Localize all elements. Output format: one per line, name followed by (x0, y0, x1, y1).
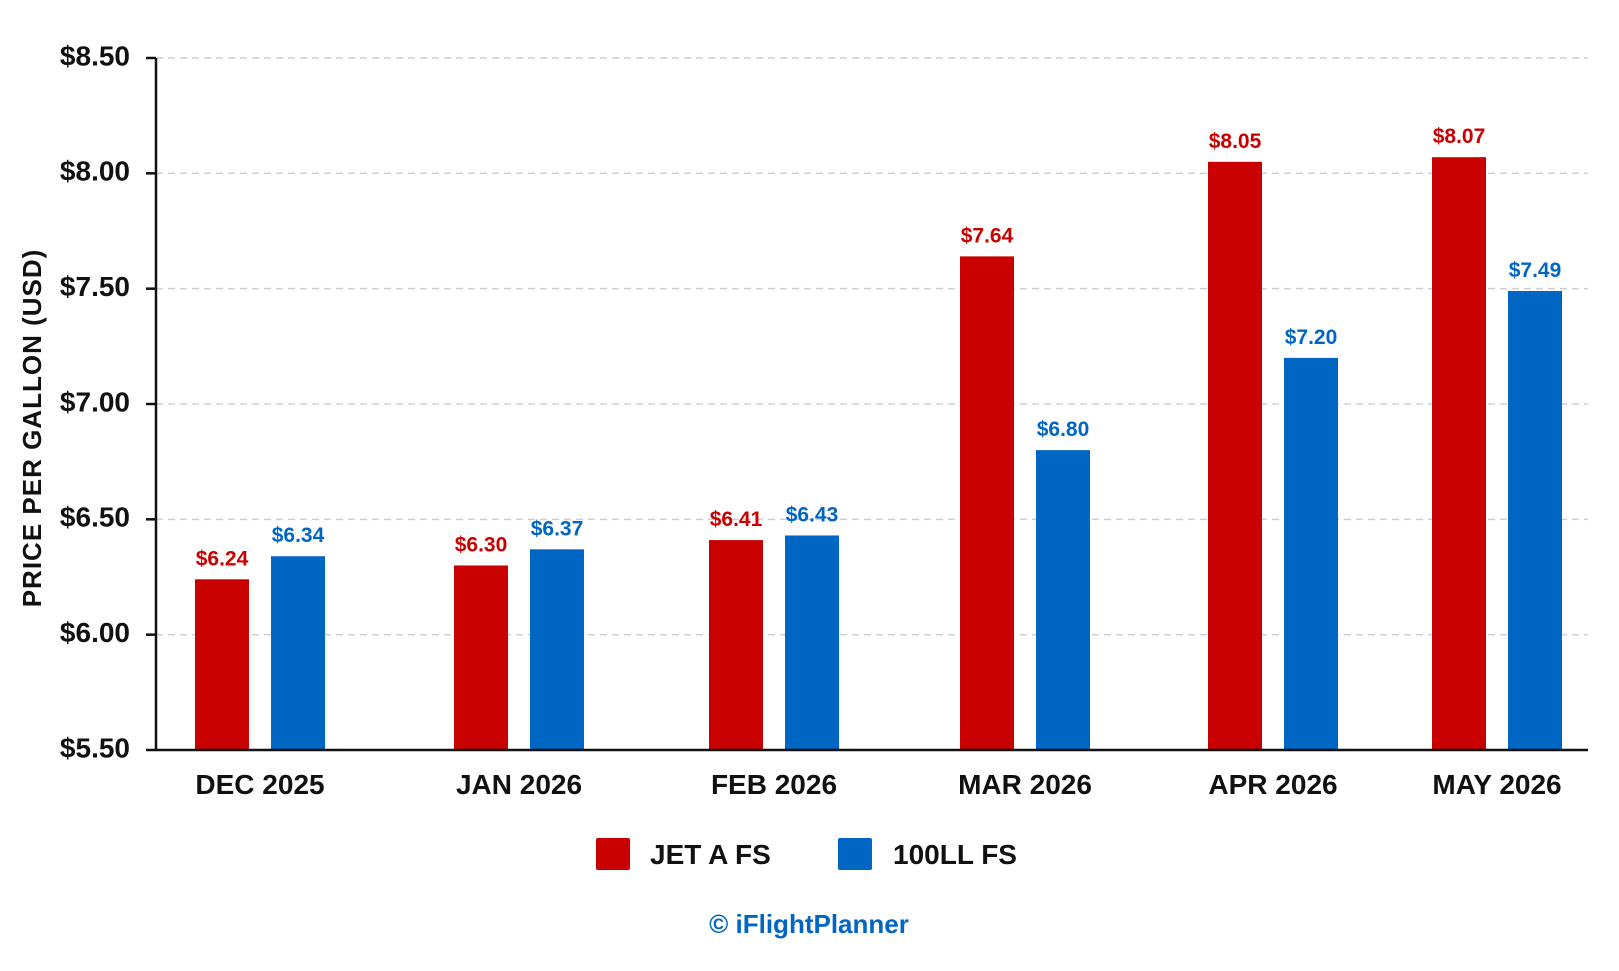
bar-jet-a-4 (1208, 161, 1262, 751)
data-label-jet-a-2: $6.41 (710, 508, 763, 531)
data-label-100ll-0: $6.34 (272, 524, 325, 547)
y-axis-ticks: $5.50 $6.00 $6.50 $7.00 $7.50 $8.00 $8.50 (60, 40, 156, 763)
legend-label-100ll: 100LL FS (893, 839, 1017, 870)
y-tick-label: $8.50 (60, 40, 130, 71)
x-tick-label: FEB 2026 (711, 769, 837, 800)
legend-swatch-jet-a (596, 838, 630, 870)
bar-jet-a-0 (195, 579, 249, 750)
data-label-jet-a-0: $6.24 (196, 547, 249, 570)
legend-swatch-100ll (838, 838, 872, 870)
x-tick-label: APR 2026 (1208, 769, 1337, 800)
y-tick-label: $7.00 (60, 386, 130, 417)
x-tick-label: DEC 2025 (195, 769, 324, 800)
bar-100ll-2 (785, 535, 839, 750)
credit-text: © iFlightPlanner (709, 909, 909, 939)
x-tick-label: MAY 2026 (1432, 769, 1561, 800)
bar-100ll-4 (1284, 357, 1338, 750)
bar-jet-a-1 (454, 565, 508, 750)
data-label-100ll-1: $6.37 (531, 517, 584, 540)
y-tick-label: $7.50 (60, 271, 130, 302)
bar-jet-a-2 (709, 540, 763, 750)
data-label-jet-a-4: $8.05 (1209, 130, 1262, 153)
bar-100ll-3 (1036, 450, 1090, 750)
bar-jet-a-3 (960, 256, 1014, 750)
bar-100ll-0 (271, 556, 325, 750)
data-label-100ll-2: $6.43 (786, 503, 839, 526)
y-tick-label: $6.50 (60, 502, 130, 533)
x-axis-ticks: DEC 2025 JAN 2026 FEB 2026 MAR 2026 APR 2026… (195, 769, 1561, 800)
bar-100ll-1 (530, 549, 584, 750)
y-tick-label: $6.00 (60, 617, 130, 648)
x-tick-label: JAN 2026 (456, 769, 582, 800)
data-label-jet-a-3: $7.64 (961, 224, 1014, 247)
legend: JET A FS 100LL FS (596, 838, 1017, 870)
data-label-100ll-4: $7.20 (1285, 326, 1338, 349)
bar-100ll-5 (1508, 290, 1562, 750)
bar-jet-a-5 (1432, 157, 1486, 751)
data-labels: $6.24 $6.34 $6.30 $6.37 $6.41 $6.43 $7.64 $6.80… (196, 125, 1562, 570)
legend-label-jet-a: JET A FS (650, 839, 771, 870)
x-tick-label: MAR 2026 (958, 769, 1092, 800)
data-label-100ll-3: $6.80 (1037, 418, 1090, 441)
data-label-jet-a-5: $8.07 (1433, 125, 1486, 148)
data-label-100ll-5: $7.49 (1509, 259, 1562, 282)
gridlines (156, 57, 1588, 636)
y-tick-label: $8.00 (60, 156, 130, 187)
bars (195, 157, 1562, 751)
y-axis-label: PRICE PER GALLON (USD) (17, 249, 47, 608)
data-label-jet-a-1: $6.30 (455, 533, 508, 556)
y-tick-label: $5.50 (60, 732, 130, 763)
